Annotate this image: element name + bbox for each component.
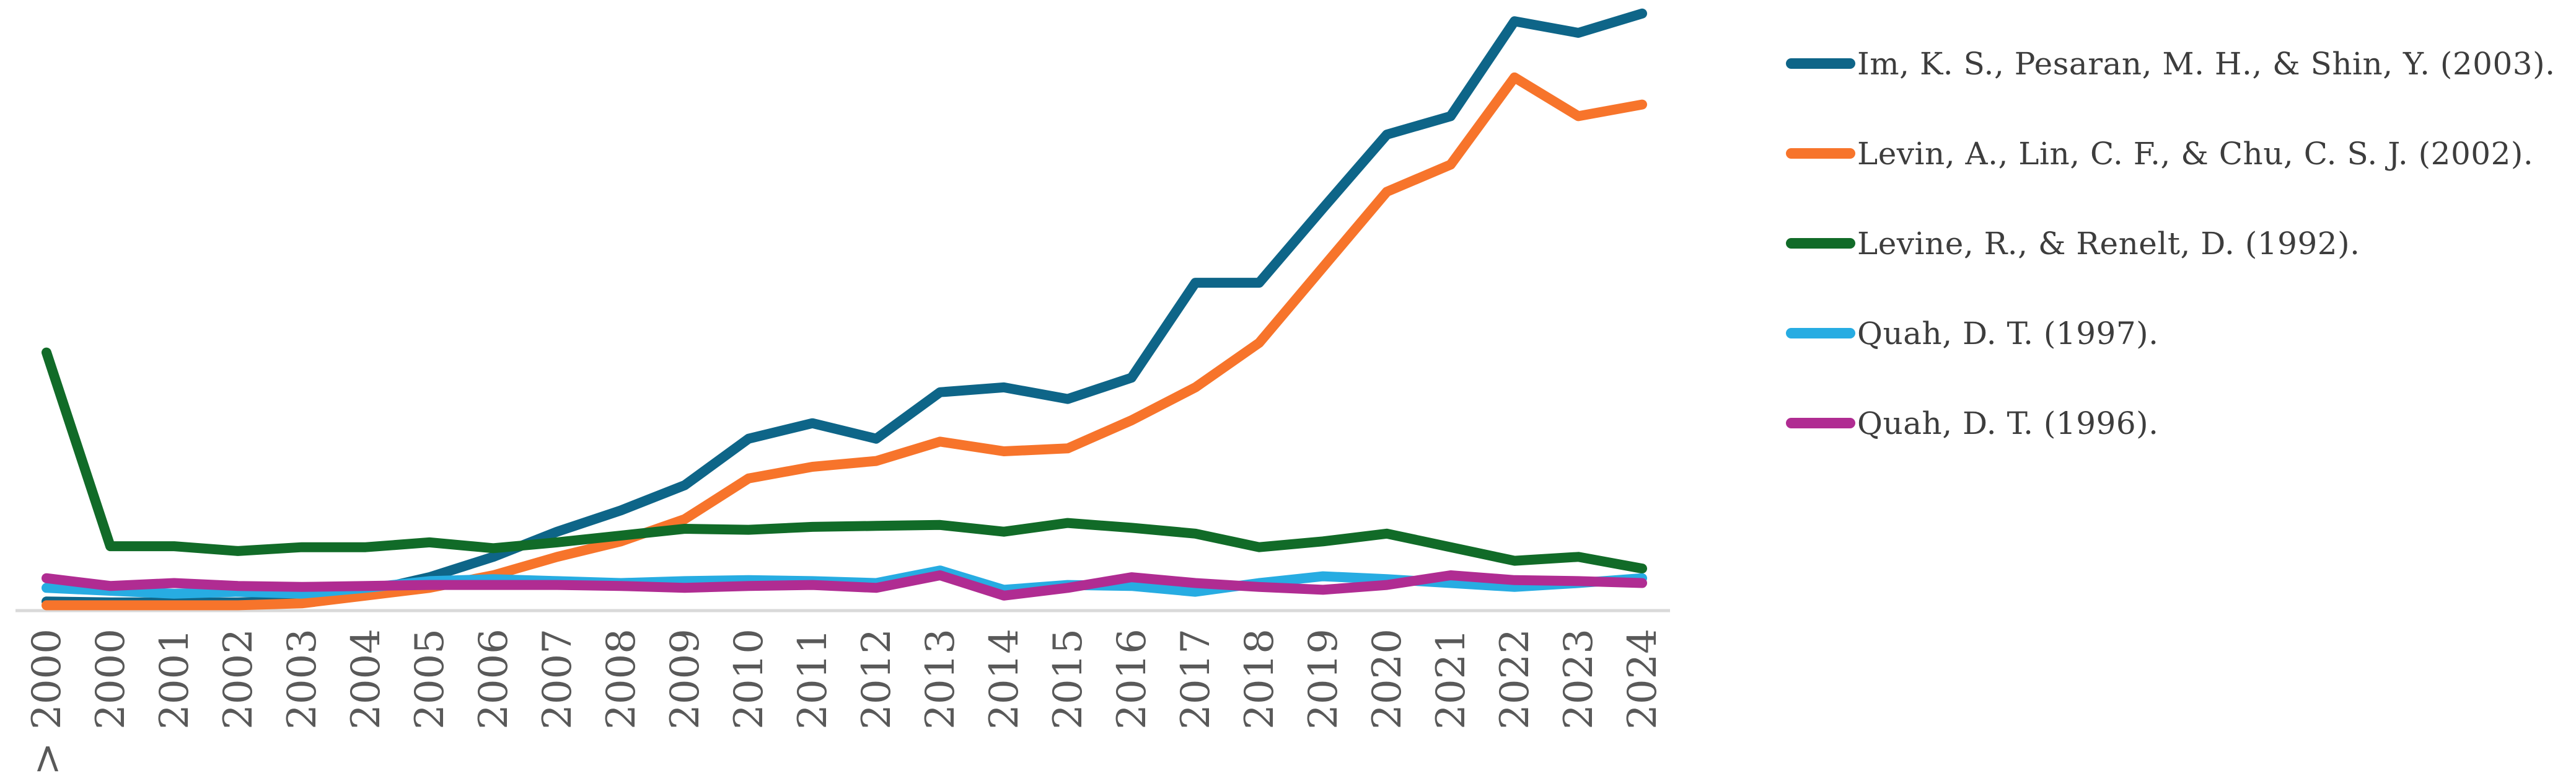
series-line-4	[42, 570, 1647, 601]
legend-line-marker	[1786, 58, 1855, 69]
x-tick-label: 2019	[1301, 629, 1347, 730]
legend-label: Levine, R., & Renelt, D. (1992).	[1857, 225, 2360, 262]
x-tick-label: 2010	[726, 629, 772, 730]
x-tick-label: 2012	[854, 629, 900, 730]
x-tick-label: 2008	[599, 629, 644, 730]
legend-line-marker	[1786, 328, 1855, 338]
x-tick-label: 2021	[1428, 629, 1474, 730]
legend-item-4: Quah, D. T. (1996).	[1786, 378, 2556, 468]
x-tick-label: 2004	[343, 629, 389, 730]
legend-item-2: Levine, R., & Renelt, D. (1992).	[1786, 198, 2556, 288]
x-tick-label: 2020	[1365, 629, 1410, 730]
x-tick-label: 2017	[1173, 629, 1219, 730]
x-tick-label: 2016	[1109, 629, 1155, 730]
x-tick-label: > 2000	[24, 629, 70, 776]
x-tick-label: 2014	[982, 629, 1027, 730]
series-line-0	[42, 8, 1647, 608]
legend-line-marker	[1786, 148, 1855, 159]
x-tick-label: 2006	[471, 629, 517, 730]
x-tick-label: 2009	[662, 629, 708, 730]
chart-legend: Im, K. S., Pesaran, M. H., & Shin, Y. (2…	[1786, 19, 2556, 468]
legend-item-3: Quah, D. T. (1997).	[1786, 288, 2556, 378]
series-line-2	[42, 347, 1647, 574]
legend-item-1: Levin, A., Lin, C. F., & Chu, C. S. J. (…	[1786, 108, 2556, 198]
x-tick-label: 2018	[1237, 629, 1283, 730]
legend-line-marker	[1786, 418, 1855, 428]
legend-line-marker	[1786, 238, 1855, 249]
x-tick-label: 2023	[1556, 629, 1602, 730]
x-tick-label: 2015	[1045, 629, 1091, 730]
legend-label: Im, K. S., Pesaran, M. H., & Shin, Y. (2…	[1857, 45, 2556, 82]
x-tick-label: 2003	[279, 629, 325, 730]
x-tick-label: 2013	[918, 629, 964, 730]
legend-item-0: Im, K. S., Pesaran, M. H., & Shin, Y. (2…	[1786, 19, 2556, 108]
x-tick-label: 2001	[152, 629, 198, 730]
x-tick-label: 2002	[216, 629, 262, 730]
legend-label: Levin, A., Lin, C. F., & Chu, C. S. J. (…	[1857, 135, 2534, 172]
x-tick-label: 2005	[407, 629, 453, 730]
x-tick-label: 2000	[88, 629, 134, 730]
x-tick-label: 2024	[1620, 629, 1666, 730]
line-chart: > 2000 2000 2001 2002 2003 2004 2005 2006 2007 20…	[15, 8, 1670, 776]
x-tick-label: 2022	[1492, 629, 1538, 730]
legend-label: Quah, D. T. (1997).	[1857, 315, 2159, 351]
legend-label: Quah, D. T. (1996).	[1857, 405, 2159, 441]
x-tick-label: 2011	[790, 629, 836, 730]
series-line-1	[42, 72, 1647, 611]
x-tick-label: 2007	[535, 629, 581, 730]
